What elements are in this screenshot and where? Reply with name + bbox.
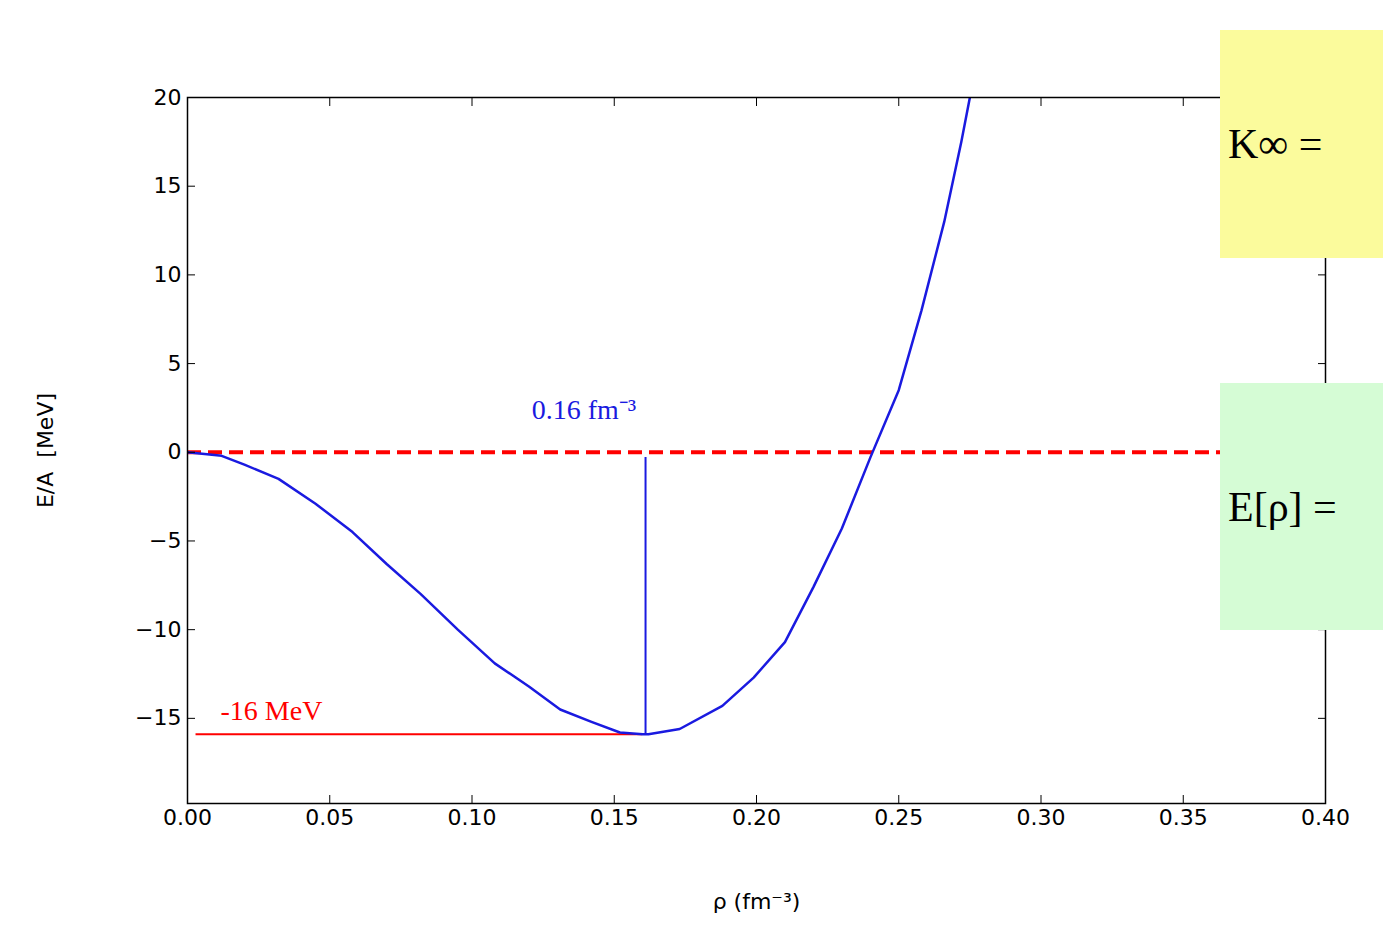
html-text:K∞ =: K∞ =: [1228, 121, 1323, 167]
svg-text:0.16 fm⁻³: 0.16 fm⁻³: [532, 394, 637, 425]
svg-text:0.05: 0.05: [305, 805, 354, 830]
svg-text:0.20: 0.20: [732, 805, 781, 830]
svg-text:10: 10: [154, 262, 182, 287]
svg-text:−15: −15: [135, 705, 181, 730]
svg-text:ρ (fm⁻³): ρ (fm⁻³): [713, 889, 801, 914]
svg-text:15: 15: [154, 173, 182, 198]
svg-text:0.40: 0.40: [1301, 805, 1350, 830]
svg-text:-16 MeV: -16 MeV: [221, 695, 323, 726]
svg-text:0.15: 0.15: [590, 805, 639, 830]
svg-text:5: 5: [168, 351, 182, 376]
svg-text:0: 0: [168, 439, 182, 464]
svg-text:−5: −5: [149, 528, 181, 553]
svg-text:0.00: 0.00: [163, 805, 212, 830]
svg-text:0.30: 0.30: [1017, 805, 1066, 830]
svg-text:0.10: 0.10: [448, 805, 497, 830]
html-text:E[ρ] =: E[ρ] =: [1228, 483, 1337, 530]
svg-text:E/A [MeV]: E/A [MeV]: [33, 393, 58, 508]
svg-text:20: 20: [154, 85, 182, 110]
svg-text:0.25: 0.25: [874, 805, 923, 830]
svg-text:−10: −10: [135, 617, 181, 642]
svg-text:0.35: 0.35: [1159, 805, 1208, 830]
